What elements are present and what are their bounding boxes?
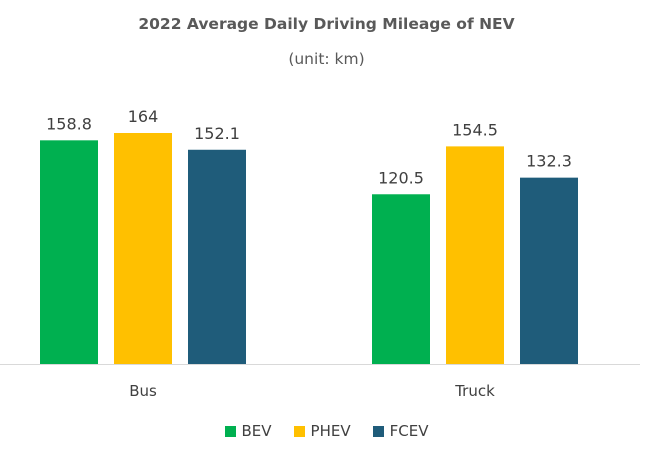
data-label-bev-bus: 158.8: [46, 114, 92, 133]
bar-fcev-bus: [188, 149, 246, 364]
chart-subtitle: (unit: km): [288, 50, 365, 68]
bar-phev-truck: [446, 146, 504, 364]
legend-swatch-phev: [293, 425, 305, 437]
bar-phev-bus: [114, 133, 172, 364]
legend-label-phev: PHEV: [310, 422, 351, 440]
legend-item-fcev: FCEV: [372, 422, 429, 440]
x-tick-label-bus: Bus: [129, 382, 157, 400]
bar-bev-bus: [40, 140, 98, 364]
data-label-fcev-truck: 132.3: [526, 152, 572, 171]
legend-item-phev: PHEV: [293, 422, 351, 440]
chart-title: 2022 Average Daily Driving Mileage of NE…: [138, 15, 515, 33]
data-label-bev-truck: 120.5: [378, 168, 424, 187]
bar-fcev-truck: [520, 177, 578, 364]
x-tick-label-truck: Truck: [454, 382, 495, 400]
legend-swatch-bev: [224, 425, 236, 437]
data-label-phev-truck: 154.5: [452, 120, 498, 139]
legend-label-fcev: FCEV: [389, 422, 429, 440]
data-label-fcev-bus: 152.1: [194, 124, 240, 143]
legend-label-bev: BEV: [241, 422, 272, 440]
chart-legend: BEV PHEV FCEV: [0, 422, 653, 440]
legend-item-bev: BEV: [224, 422, 272, 440]
data-label-phev-bus: 164: [128, 107, 159, 126]
bar-bev-truck: [372, 194, 430, 364]
legend-swatch-fcev: [372, 425, 384, 437]
